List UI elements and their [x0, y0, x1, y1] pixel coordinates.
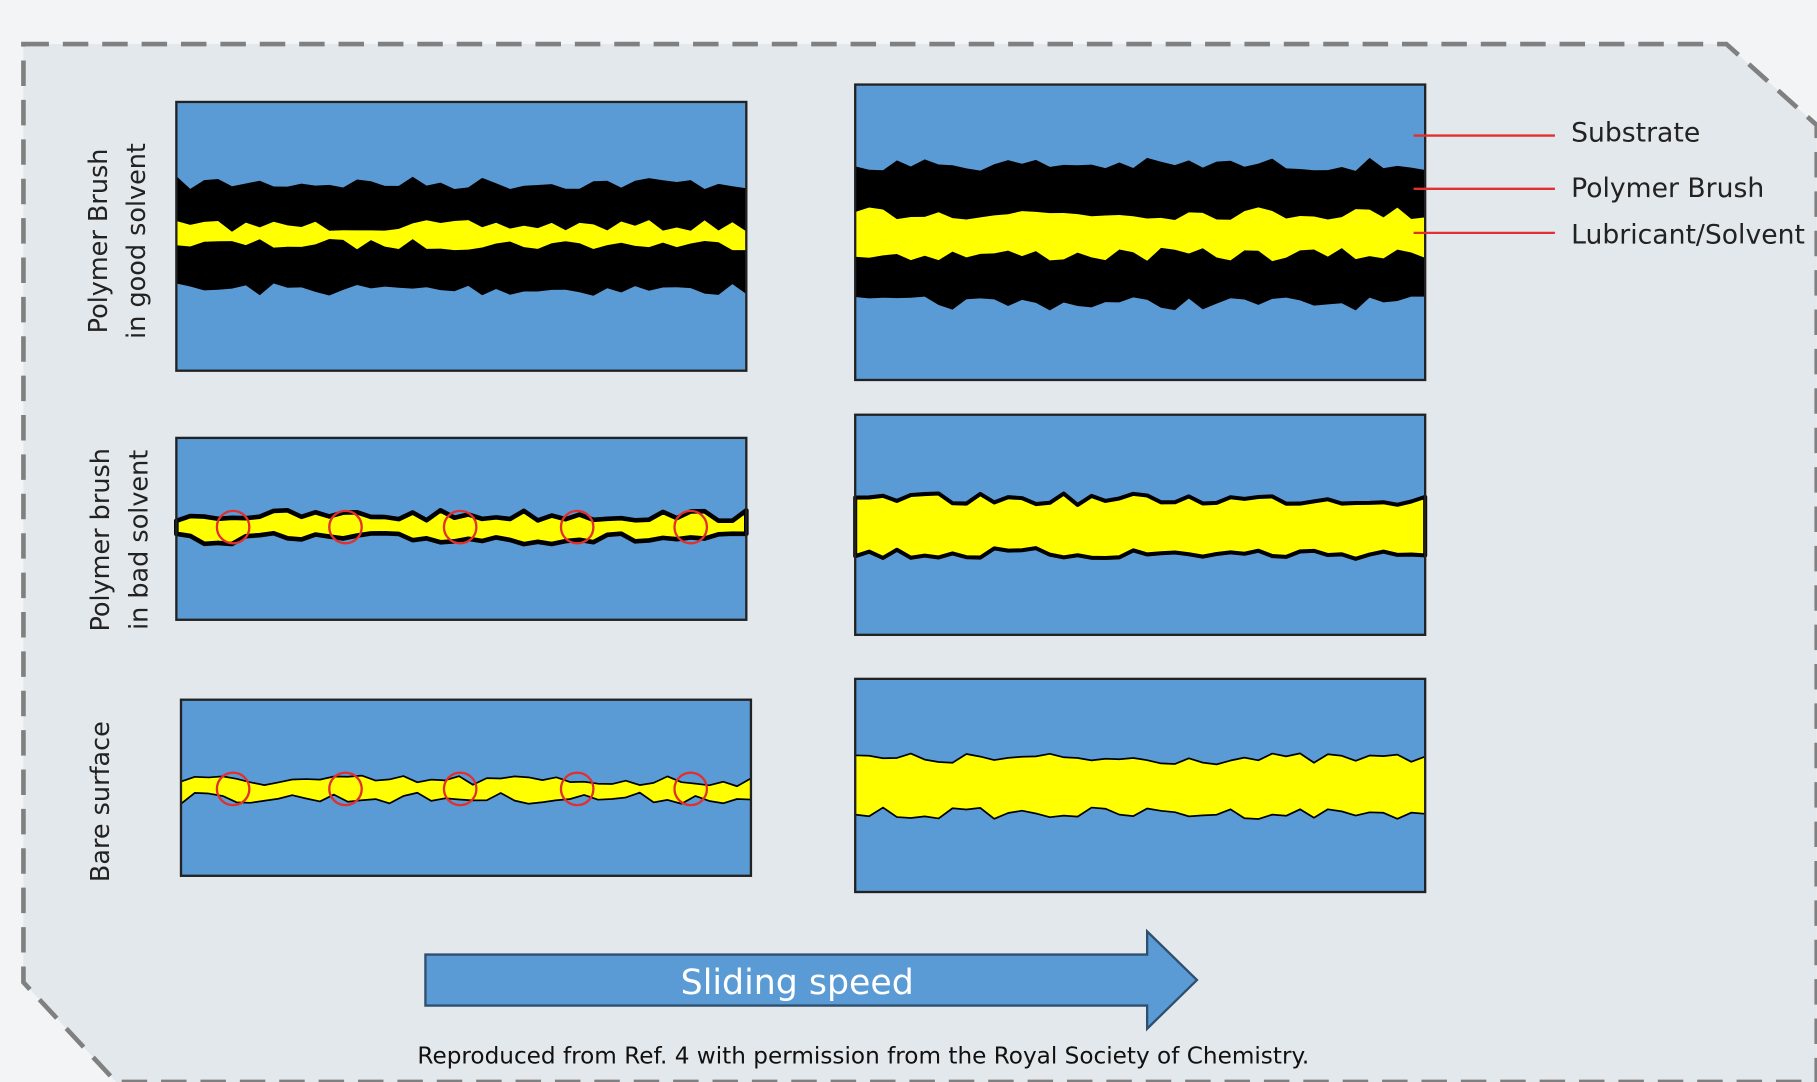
- row-label: in good solvent: [122, 143, 152, 339]
- panel-border: [854, 413, 1427, 636]
- lubricant-layer: [855, 207, 1426, 262]
- contact-circle: [442, 771, 478, 807]
- panel-border: [854, 677, 1427, 894]
- legend: Substrate Polymer Brush Lubricant/Solven…: [1413, 117, 1805, 250]
- panels: [174, 83, 1428, 894]
- row-label: Polymer brush: [86, 448, 116, 631]
- panel-border: [175, 436, 748, 621]
- row-label: Polymer Brush: [84, 149, 114, 334]
- panel-border: [179, 698, 753, 877]
- contact-circle: [673, 509, 709, 545]
- row-label: in bad solvent: [124, 450, 154, 630]
- row-labels: Polymer Brush in good solvent Polymer br…: [84, 143, 155, 882]
- caption: Reproduced from Ref. 4 with permission f…: [417, 1043, 1309, 1069]
- arrow-label: Sliding speed: [681, 963, 914, 1003]
- speed-arrow: [424, 928, 1199, 1032]
- panel-border: [175, 100, 748, 372]
- lubricant-layer: [854, 752, 1427, 820]
- lubricant-layer: [176, 220, 747, 251]
- contact-circle: [673, 771, 709, 807]
- contact-circle: [215, 771, 251, 807]
- row-label: Bare surface: [86, 721, 116, 882]
- contact-circle: [328, 771, 363, 807]
- contact-circle: [328, 509, 363, 545]
- lubricant-layer: [853, 491, 1428, 561]
- legend-label: Lubricant/Solvent: [1571, 219, 1805, 250]
- legend-label: Polymer Brush: [1571, 173, 1764, 204]
- contact-circle: [442, 509, 478, 545]
- contact-circle: [559, 771, 595, 807]
- legend-label: Substrate: [1571, 117, 1700, 148]
- contact-circle: [215, 509, 251, 545]
- contact-circle: [559, 509, 595, 545]
